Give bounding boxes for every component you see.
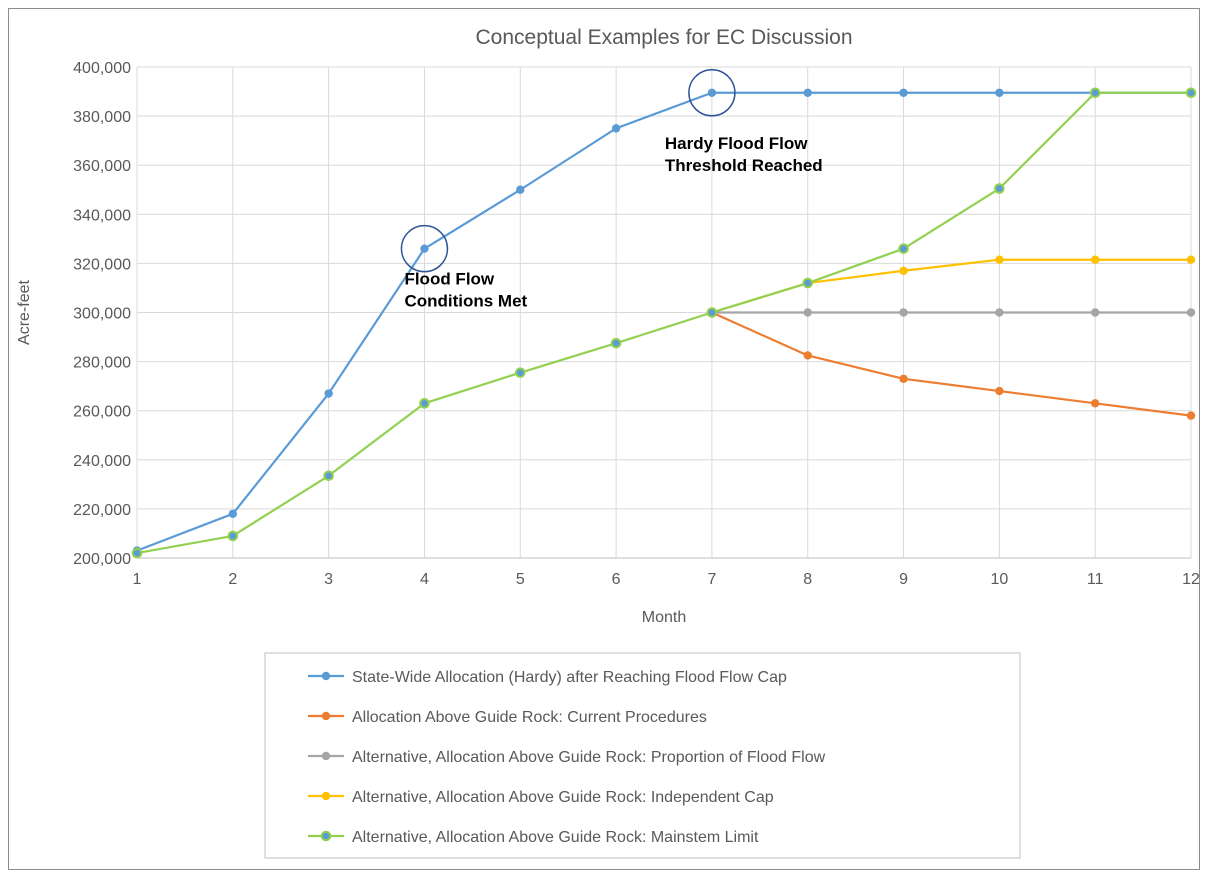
data-point: [898, 243, 909, 254]
data-point: [1185, 87, 1197, 99]
data-point: [610, 337, 622, 349]
data-point: [131, 547, 143, 559]
data-point: [707, 88, 717, 97]
data-point: [803, 351, 812, 360]
y-tick-label: 320,000: [73, 256, 131, 273]
data-point: [324, 389, 333, 398]
legend-label: State-Wide Allocation (Hardy) after Reac…: [352, 669, 787, 686]
x-tick-label: 9: [899, 571, 908, 588]
data-point: [323, 470, 334, 482]
series-4: [707, 255, 1196, 317]
x-tick-label: 12: [1182, 571, 1200, 588]
data-point: [995, 386, 1004, 396]
data-point: [802, 277, 814, 289]
y-tick-label: 260,000: [73, 404, 131, 421]
data-point: [516, 185, 525, 194]
x-tick-label: 6: [612, 571, 621, 588]
x-tick-label: 3: [324, 571, 333, 588]
legend: State-Wide Allocation (Hardy) after Reac…: [264, 652, 1021, 859]
data-point: [995, 88, 1004, 97]
data-point: [1090, 399, 1100, 408]
legend-label: Alternative, Allocation Above Guide Rock…: [352, 749, 826, 766]
series-5: [131, 87, 1197, 559]
data-point: [1186, 255, 1196, 264]
data-point: [995, 255, 1004, 264]
data-point: [611, 124, 621, 133]
legend-swatch-marker: [321, 791, 331, 801]
tick-labels: 200,000 220,000 240,000 260,000 280,000 300,0…: [73, 60, 1200, 588]
x-tick-label: 11: [1087, 571, 1104, 588]
legend-label: Alternative, Allocation Above Guide Rock…: [352, 829, 759, 846]
legend-label: Alternative, Allocation Above Guide Rock…: [352, 789, 774, 806]
y-tick-label: 280,000: [73, 355, 131, 372]
data-point: [994, 183, 1005, 194]
data-point: [899, 374, 908, 383]
series-1: [132, 88, 1196, 555]
y-tick-label: 400,000: [73, 60, 131, 77]
series-group: [131, 87, 1197, 559]
data-point: [899, 266, 908, 275]
x-axis-label: Month: [642, 609, 686, 626]
series-line: [711, 258, 1191, 314]
x-tick-label: 4: [420, 571, 429, 588]
annotation-text: Threshold Reached: [665, 156, 823, 175]
series-3: [707, 308, 1196, 317]
legend-item: State-Wide Allocation (Hardy) after Reac…: [308, 669, 787, 686]
x-tick-label: 2: [228, 571, 237, 588]
y-tick-label: 240,000: [73, 453, 131, 470]
y-tick-label: 300,000: [73, 306, 131, 323]
series-line: [136, 91, 1191, 552]
x-tick-label: 1: [133, 571, 142, 588]
data-point: [227, 530, 239, 542]
series-line: [711, 311, 1192, 417]
data-point: [228, 509, 238, 519]
data-point: [706, 307, 718, 318]
y-tick-label: 360,000: [73, 158, 131, 175]
legend-swatch-marker: [321, 751, 331, 761]
data-point: [803, 308, 812, 317]
chart-title: Conceptual Examples for EC Discussion: [476, 26, 853, 49]
legend-label: Allocation Above Guide Rock: Current Pro…: [352, 709, 707, 726]
annotation-circle: [688, 69, 736, 117]
data-point: [995, 308, 1004, 317]
x-tick-label: 7: [707, 571, 716, 588]
legend-swatch-marker: [321, 671, 331, 681]
data-point: [514, 367, 526, 378]
x-tick-label: 5: [516, 571, 525, 588]
data-point: [1089, 87, 1101, 99]
data-point: [1090, 308, 1100, 317]
y-tick-label: 200,000: [73, 551, 131, 568]
series-line: [136, 91, 1191, 555]
annotations: Flood Flow Conditions Met Hardy Flood Flow…: [400, 69, 823, 311]
data-point: [803, 88, 812, 97]
legend-swatch-marker: [321, 711, 331, 721]
legend-swatch-marker: [320, 830, 332, 842]
y-axis-label: Acre-feet: [16, 279, 33, 344]
y-tick-label: 220,000: [73, 502, 131, 519]
data-point: [1186, 308, 1196, 317]
data-point: [420, 244, 429, 253]
x-tick-label: 8: [803, 571, 812, 588]
legend-box: [264, 652, 1021, 859]
series-2: [707, 308, 1196, 420]
legend-item: Alternative, Allocation Above Guide Rock…: [308, 789, 774, 806]
legend-item: Allocation Above Guide Rock: Current Pro…: [308, 709, 707, 726]
legend-item: Alternative, Allocation Above Guide Rock…: [308, 749, 826, 766]
annotation-text: Flood Flow: [404, 270, 494, 289]
data-point: [1090, 255, 1100, 264]
x-tick-label: 10: [990, 571, 1008, 588]
annotation-circle: [400, 224, 449, 273]
annotation-text: Conditions Met: [404, 292, 527, 311]
y-tick-label: 340,000: [73, 207, 131, 224]
y-tick-label: 380,000: [73, 109, 131, 126]
data-point: [899, 88, 908, 97]
annotation-text: Hardy Flood Flow: [665, 134, 808, 153]
legend-item: Alternative, Allocation Above Guide Rock…: [308, 829, 759, 846]
data-point: [899, 308, 908, 317]
data-point: [1186, 411, 1196, 420]
data-point: [419, 398, 430, 409]
